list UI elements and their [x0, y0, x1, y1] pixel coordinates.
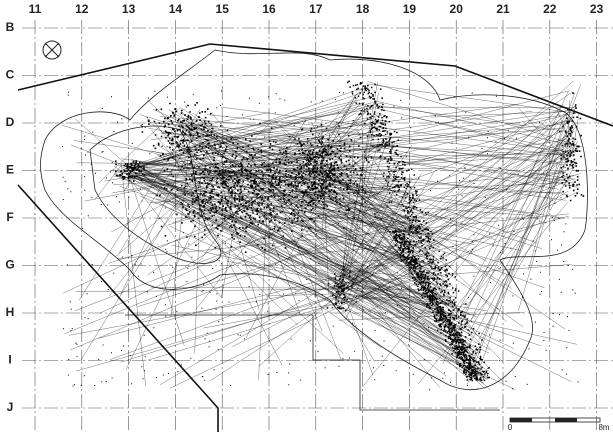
- row-label: C: [6, 68, 15, 82]
- site-boundary: [17, 43, 613, 127]
- column-label: 18: [356, 2, 370, 16]
- column-label: 17: [309, 2, 323, 16]
- column-label: 15: [216, 2, 230, 16]
- column-label: 20: [450, 2, 464, 16]
- scale-end: 8m: [598, 423, 609, 432]
- north-symbol: [42, 40, 62, 60]
- row-label: B: [6, 20, 15, 34]
- scale-segment: [555, 418, 577, 422]
- refit-line-set: [62, 80, 582, 390]
- column-label: 22: [543, 2, 557, 16]
- scatter-outline: [40, 49, 588, 391]
- site-boundary-left: [17, 184, 219, 432]
- row-label: H: [6, 305, 15, 319]
- row-label: F: [6, 210, 13, 224]
- column-label: 21: [496, 2, 510, 16]
- row-label: G: [5, 258, 14, 272]
- scale-segment: [510, 418, 532, 422]
- scale-bar: 0 8m: [508, 417, 610, 432]
- refit-lines: [62, 80, 585, 391]
- column-label: 13: [122, 2, 136, 16]
- column-label: 12: [75, 2, 89, 16]
- column-label: 14: [169, 2, 183, 16]
- scale-start: 0: [508, 423, 513, 432]
- excavation-edge: [125, 314, 500, 411]
- row-label: E: [6, 163, 14, 177]
- row-label: I: [8, 353, 11, 367]
- column-label: 19: [403, 2, 417, 16]
- column-label: 23: [590, 2, 604, 16]
- column-label: 16: [262, 2, 276, 16]
- row-label: D: [6, 115, 15, 129]
- column-label: 11: [29, 2, 42, 16]
- row-label: J: [7, 400, 14, 414]
